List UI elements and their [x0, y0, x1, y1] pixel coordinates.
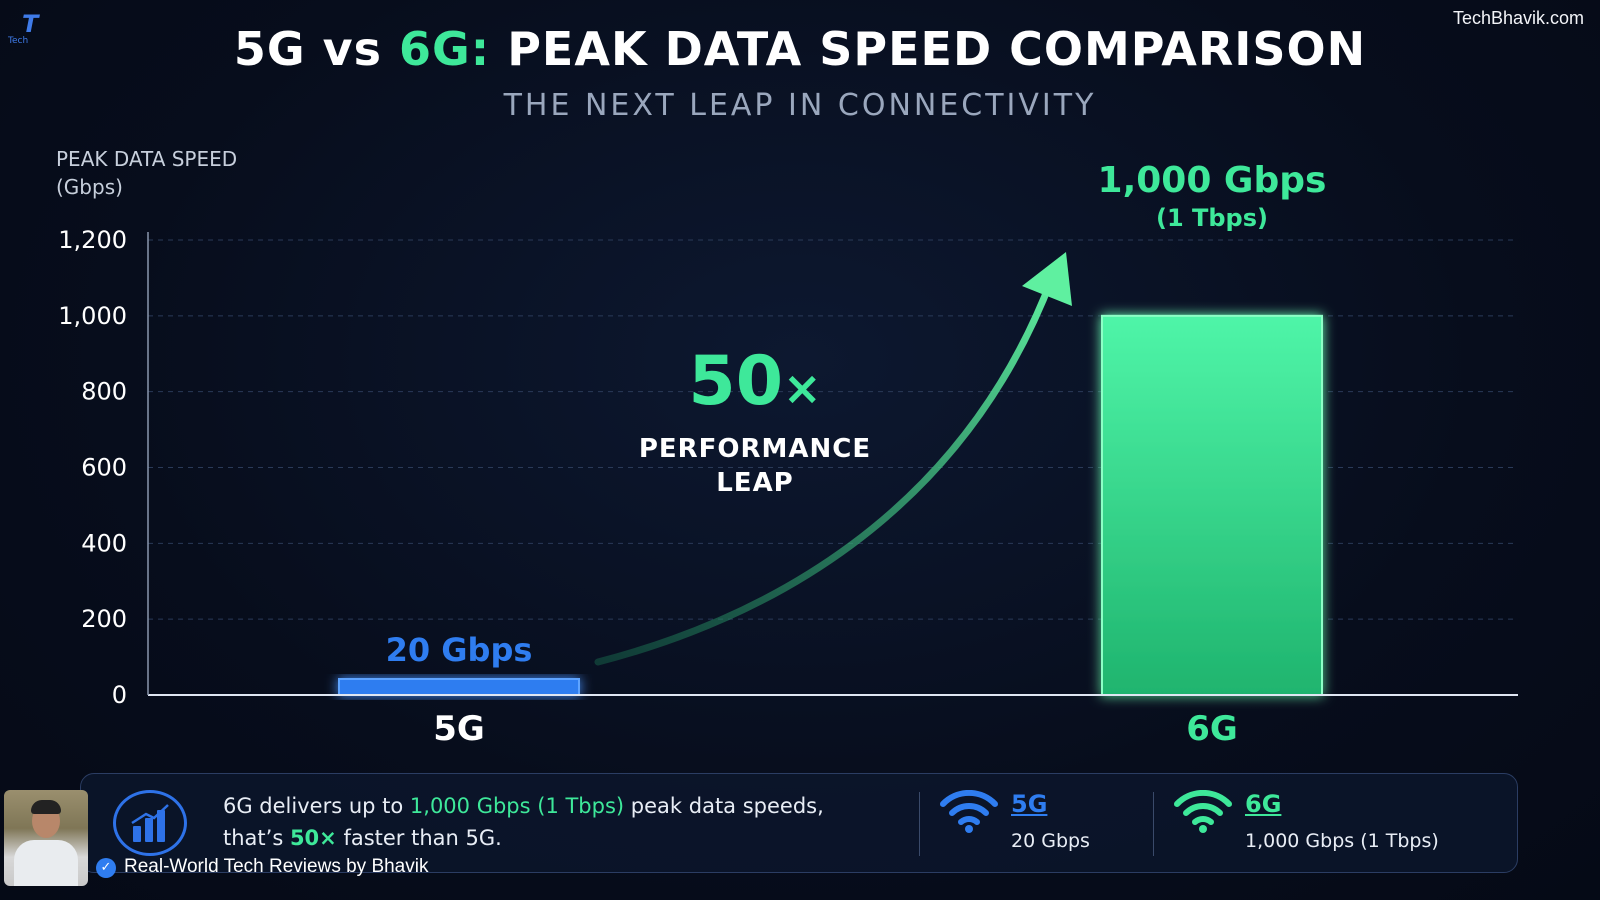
y-tick-label: 1,200 — [58, 226, 127, 254]
y-tick-label: 0 — [112, 681, 127, 709]
y-tick-label: 600 — [81, 454, 127, 482]
title-part-main: PEAK DATA SPEED COMPARISON — [507, 22, 1367, 76]
annotation-text: PERFORMANCE LEAP — [600, 432, 910, 500]
y-tick-label: 800 — [81, 378, 127, 406]
summary-part-2: peak data speeds, — [624, 794, 824, 818]
summary-text: 6G delivers up to 1,000 Gbps (1 Tbps) pe… — [223, 790, 903, 854]
bar-chart-icon — [113, 790, 187, 856]
title-part-6g: 6G: — [399, 22, 491, 76]
growth-arrow-head — [1022, 252, 1072, 306]
logo-letter: T — [22, 10, 39, 38]
site-watermark: TechBhavik.com — [1452, 8, 1584, 28]
creator-avatar — [4, 790, 88, 886]
annotation-line-2: LEAP — [716, 468, 794, 498]
verified-check-icon: ✓ — [96, 858, 116, 878]
legend-value-5g: 20 Gbps — [1011, 830, 1090, 852]
legend-divider-2 — [1153, 792, 1154, 856]
value-sublabel: (1 Tbps) — [1156, 204, 1268, 232]
page-title: 5G vs 6G: PEAK DATA SPEED COMPARISON — [0, 22, 1600, 76]
bar-5g — [338, 678, 580, 696]
wifi-icon — [940, 790, 998, 833]
growth-arrow — [594, 274, 1056, 666]
logo: T Tech — [8, 10, 64, 46]
bar-6g — [1101, 314, 1323, 696]
annotation-line-1: PERFORMANCE — [638, 434, 872, 464]
annotation-multiplier: 50× — [650, 348, 860, 416]
legend-value-6g: 1,000 Gbps (1 Tbps) — [1245, 830, 1439, 852]
wifi-icon — [1174, 790, 1232, 833]
value-label: 1,000 Gbps — [1098, 160, 1327, 201]
summary-part-3: that’s — [223, 826, 290, 850]
title-part-5g: 5G vs — [233, 22, 383, 76]
summary-banner: 6G delivers up to 1,000 Gbps (1 Tbps) pe… — [80, 773, 1518, 873]
bar-chart: PEAK DATA SPEED (Gbps) 0 200 400 600 800 1,000… — [56, 147, 1518, 749]
legend-divider-1 — [919, 792, 920, 856]
y-tick-label: 200 — [81, 605, 127, 633]
x-tick-label: 5G — [433, 709, 485, 749]
y-axis-label-line: (Gbps) — [56, 175, 123, 199]
legend-name-6g: 6G — [1245, 790, 1282, 818]
creator-byline: Real-World Tech Reviews by Bhavik — [124, 856, 429, 877]
y-tick-label: 1,000 — [58, 302, 127, 330]
x-tick-label: 6G — [1186, 709, 1238, 749]
summary-highlight: 1,000 Gbps (1 Tbps) — [409, 794, 625, 818]
annotation-value: 50 — [688, 342, 784, 421]
y-axis-label-line: PEAK DATA SPEED — [56, 147, 237, 171]
summary-part-1: 6G delivers up to — [223, 794, 410, 818]
legend-name-5g: 5G — [1011, 790, 1048, 818]
y-tick-label: 400 — [81, 529, 127, 557]
logo-text: Tech — [8, 36, 29, 46]
summary-part-4: faster than 5G. — [336, 826, 502, 850]
annotation-times-symbol: × — [783, 361, 822, 415]
summary-highlight-2: 50× — [289, 826, 337, 850]
page-subtitle: THE NEXT LEAP IN CONNECTIVITY — [503, 88, 1097, 123]
value-label: 20 Gbps — [386, 631, 533, 669]
